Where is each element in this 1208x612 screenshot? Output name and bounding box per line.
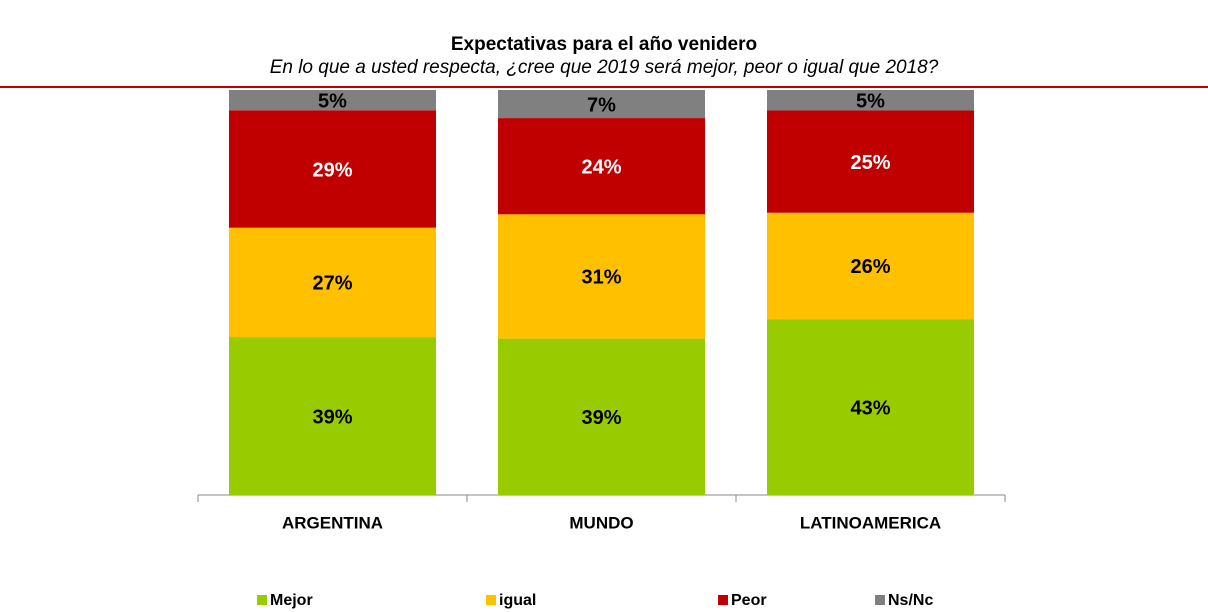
legend-swatch <box>875 595 885 605</box>
bar-segment <box>229 110 436 228</box>
bar-segment <box>767 90 974 111</box>
bar-segment <box>767 319 974 495</box>
x-tick-label: LATINOAMERICA <box>800 513 941 532</box>
value-label: 39% <box>581 407 621 429</box>
bar-segment <box>229 227 436 338</box>
value-label: 31% <box>581 267 621 289</box>
bar-segment <box>498 214 705 339</box>
bar-segment <box>498 118 705 215</box>
chart-subtitle: En lo que a usted respecta, ¿cree que 20… <box>270 57 939 78</box>
value-label: 24% <box>581 156 621 178</box>
value-label: 26% <box>850 256 890 278</box>
x-tick-label: MUNDO <box>569 513 633 532</box>
value-label: 25% <box>850 152 890 174</box>
value-label: 27% <box>312 273 352 295</box>
value-label: 29% <box>312 159 352 181</box>
bar-segment <box>498 338 705 495</box>
bar-segment <box>767 110 974 213</box>
bar-segment <box>498 90 705 119</box>
legend-swatch <box>257 595 267 605</box>
legend-label: Peor <box>731 592 767 609</box>
bar-segment <box>767 212 974 320</box>
value-label: 5% <box>318 90 347 112</box>
chart-title: Expectativas para el año venidero <box>451 34 757 55</box>
value-label: 7% <box>587 94 616 116</box>
legend-label: Ns/Nc <box>888 592 933 609</box>
value-label: 43% <box>850 397 890 419</box>
legend-swatch <box>718 595 728 605</box>
legend-label: Mejor <box>270 592 313 609</box>
bar-segment <box>229 337 436 495</box>
legend-label: igual <box>499 592 536 609</box>
legend-swatch <box>486 595 496 605</box>
value-label: 39% <box>312 406 352 428</box>
bar-segment <box>229 90 436 111</box>
x-tick-label: ARGENTINA <box>282 513 383 532</box>
value-label: 5% <box>856 91 885 113</box>
